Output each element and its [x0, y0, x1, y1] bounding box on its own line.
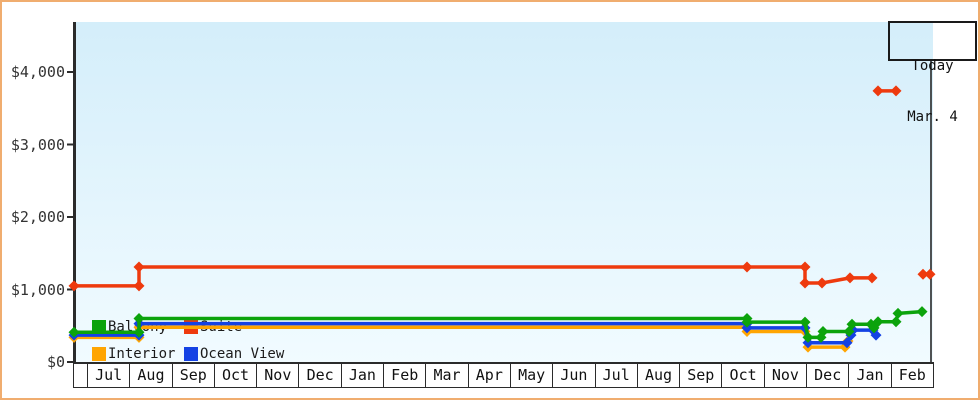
- y-axis-label: $4,000: [10, 63, 65, 81]
- legend-swatch-suite: [184, 319, 198, 334]
- x-axis-month-label: Feb: [383, 364, 425, 387]
- legend-label: Suite: [200, 318, 243, 335]
- x-axis-month-label: Aug: [129, 364, 171, 387]
- x-axis-month-label: Sep: [171, 364, 214, 387]
- x-axis-month-label: Jul: [594, 364, 637, 387]
- x-axis-month-label: Oct: [721, 364, 763, 387]
- legend-label: Balcony: [108, 318, 168, 335]
- y-axis-label: $1,000: [10, 280, 65, 299]
- today-marker-box: Today Mar. 4: [888, 21, 977, 125]
- y-axis-label: $2,000: [10, 208, 65, 226]
- legend-item-ocean-view: Ocean View: [184, 340, 284, 367]
- legend: Balcony Suite Interior Ocean View: [92, 313, 284, 367]
- legend-label: Interior: [108, 345, 176, 362]
- x-axis-month-label: Jun: [552, 364, 594, 387]
- y-axis-label: $0: [46, 353, 65, 371]
- legend-swatch-ocean-view: [184, 346, 198, 361]
- legend-item-interior: Interior: [92, 340, 184, 367]
- x-axis-month-label: Feb: [890, 364, 933, 387]
- legend-label: Ocean View: [200, 345, 285, 362]
- today-date: Mar. 4: [907, 109, 958, 125]
- x-axis-month-label: Apr: [467, 364, 510, 387]
- y-axis-label: $3,000: [10, 135, 65, 154]
- x-axis-month-label: Sep: [679, 364, 721, 387]
- legend-item-suite: Suite: [184, 313, 284, 340]
- x-axis-month-label: Jan: [848, 364, 890, 387]
- x-axis-month-label: May: [509, 364, 552, 387]
- x-axis-leading-cell: [74, 364, 87, 387]
- x-axis-month-label: Mar: [425, 364, 467, 387]
- x-axis-month-label: Jan: [340, 364, 383, 387]
- legend-item-balcony: Balcony: [92, 313, 184, 340]
- x-axis-month-label: Dec: [298, 364, 340, 387]
- legend-swatch-interior: [92, 346, 106, 361]
- x-axis-month-label: Aug: [636, 364, 679, 387]
- x-axis-month-label: Jul: [87, 364, 129, 387]
- x-axis-month-label: Oct: [213, 364, 256, 387]
- x-axis-month-label: Dec: [806, 364, 848, 387]
- plot-area: [74, 22, 933, 362]
- x-axis: Jul Aug Sep Oct Nov Dec Jan Feb Mar Apr May Jun Jul A…: [73, 362, 934, 388]
- legend-swatch-balcony: [92, 319, 106, 334]
- x-axis-month-label: Nov: [763, 364, 806, 387]
- x-axis-month-label: Nov: [256, 364, 298, 387]
- today-label: Today: [911, 58, 954, 74]
